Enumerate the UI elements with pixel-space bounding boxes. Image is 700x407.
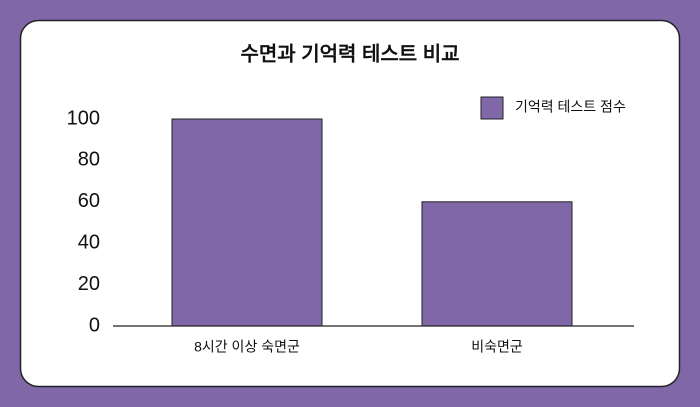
x-tick-label: 비숙면군 (471, 339, 523, 355)
y-tick-label: 40 (78, 231, 100, 253)
legend-label: 기억력 테스트 점수 (515, 99, 626, 115)
bar (171, 118, 323, 327)
y-tick-label: 0 (89, 314, 100, 336)
bar (421, 201, 573, 327)
y-tick-label: 60 (78, 190, 100, 212)
y-tick-label: 80 (78, 149, 100, 171)
card (19, 19, 681, 388)
y-tick-label: 20 (78, 273, 100, 295)
y-tick-label: 100 (67, 107, 100, 129)
chart-title: 수면과 기억력 테스트 비교 (240, 42, 459, 65)
legend-swatch (480, 96, 504, 120)
x-tick-label: 8시간 이상 숙면군 (194, 339, 300, 355)
